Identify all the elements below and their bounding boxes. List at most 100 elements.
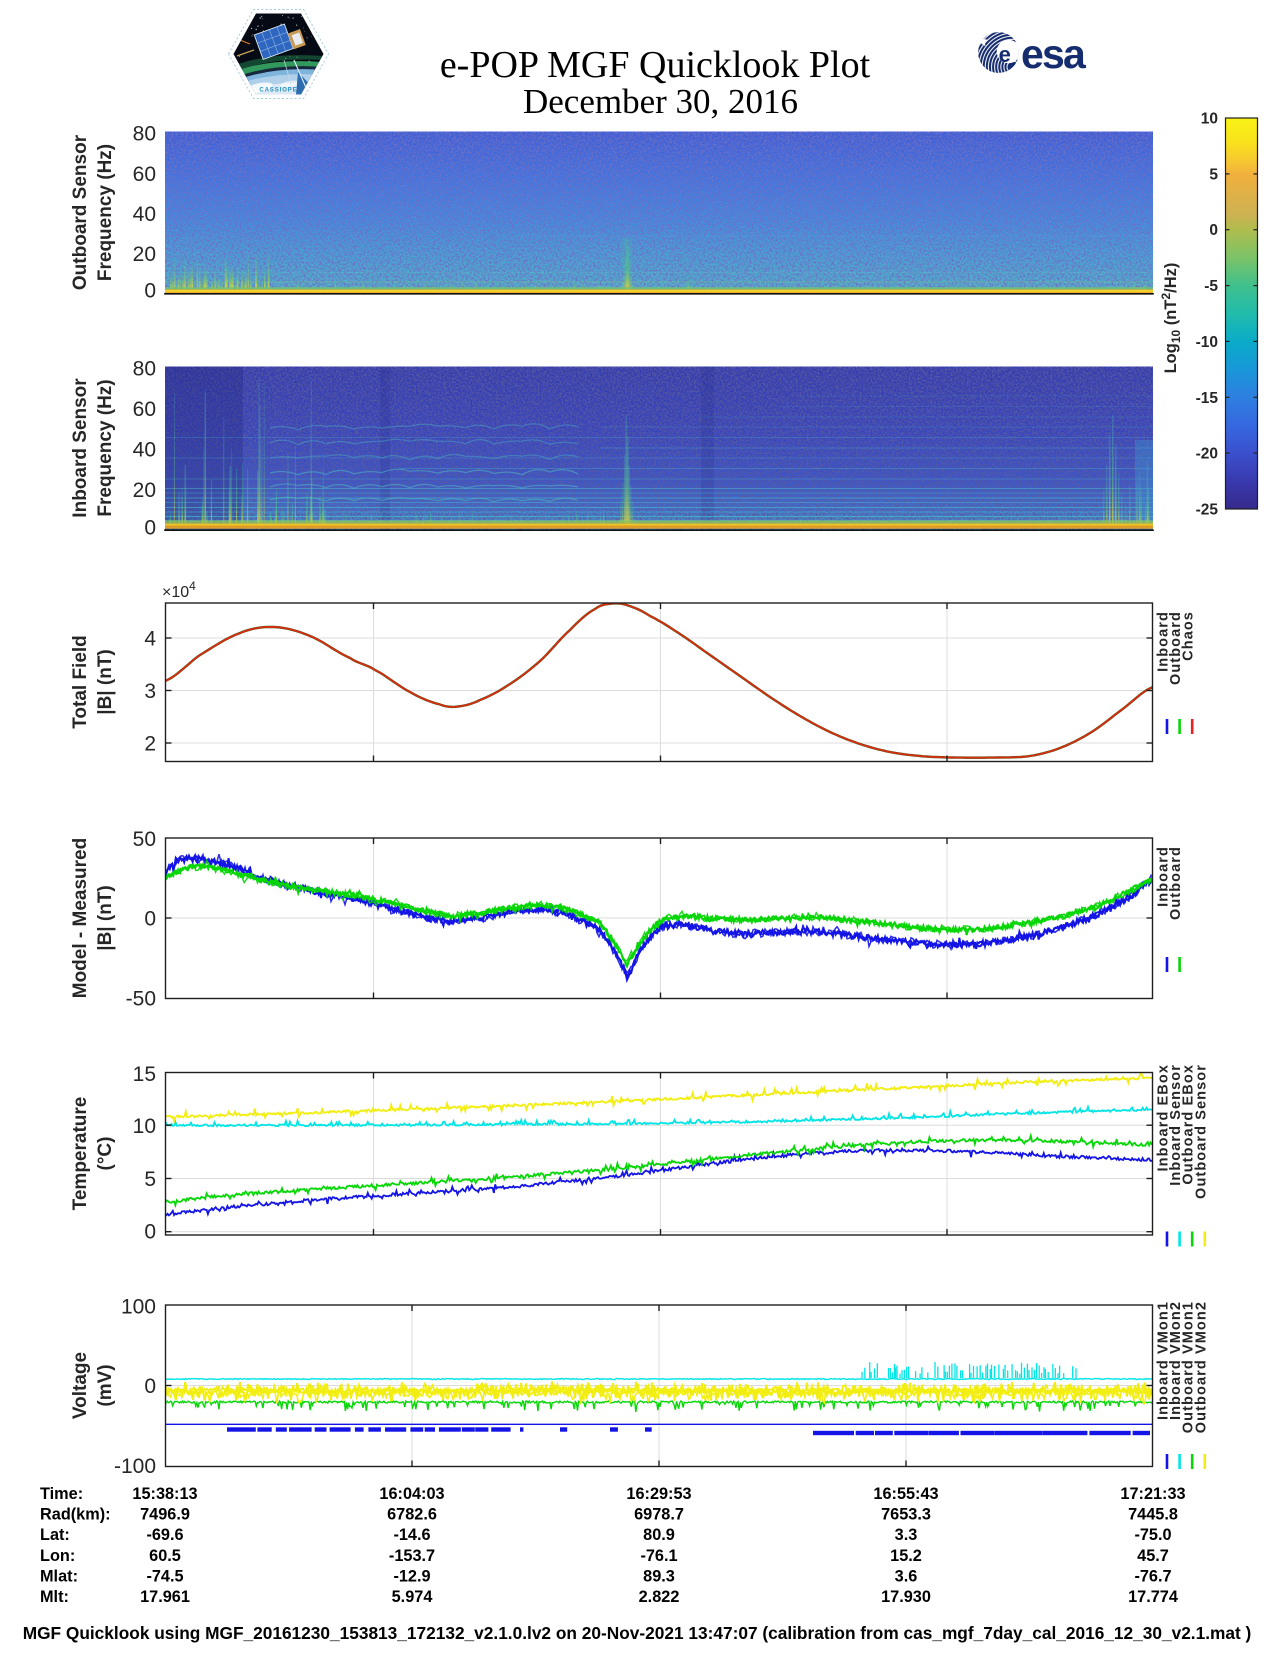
svg-text:0: 0 <box>144 1375 156 1398</box>
svg-text:Rad(km):: Rad(km): <box>40 1506 111 1524</box>
svg-text:80: 80 <box>133 123 156 146</box>
svg-text:20: 20 <box>133 479 156 502</box>
svg-text:Lon:: Lon: <box>40 1547 75 1565</box>
svg-text:7496.9: 7496.9 <box>140 1506 190 1524</box>
svg-text:0: 0 <box>144 280 156 303</box>
svg-text:-69.6: -69.6 <box>146 1526 183 1544</box>
svg-text:(°C): (°C) <box>95 1137 116 1171</box>
svg-text:-15: -15 <box>1196 390 1219 407</box>
svg-text:Inboard: Inboard <box>1156 611 1172 672</box>
svg-text:80: 80 <box>133 358 156 381</box>
svg-text:Inboard Sensor: Inboard Sensor <box>1168 1064 1184 1186</box>
svg-text:3: 3 <box>144 680 156 703</box>
svg-text:Frequency (Hz): Frequency (Hz) <box>95 144 116 281</box>
svg-text:Log10 (nT2/Hz): Log10 (nT2/Hz) <box>1159 263 1183 374</box>
svg-text:Outboard: Outboard <box>1168 846 1184 920</box>
svg-text:10: 10 <box>1201 111 1218 128</box>
svg-text:17:21:33: 17:21:33 <box>1120 1485 1185 1503</box>
svg-text:7445.8: 7445.8 <box>1128 1506 1178 1524</box>
svg-text:(mV): (mV) <box>95 1364 116 1406</box>
svg-text:Frequency (Hz): Frequency (Hz) <box>95 379 116 516</box>
svg-text:Outboard VMon2: Outboard VMon2 <box>1193 1301 1209 1433</box>
svg-text:15:38:13: 15:38:13 <box>132 1485 197 1503</box>
svg-text:17.961: 17.961 <box>140 1588 190 1606</box>
svg-text:Time:: Time: <box>40 1485 83 1503</box>
svg-text:Temperature: Temperature <box>70 1097 91 1211</box>
svg-text:Inboard Sensor: Inboard Sensor <box>70 378 91 518</box>
svg-text:Total Field: Total Field <box>70 635 91 729</box>
svg-text:15.2: 15.2 <box>890 1547 922 1565</box>
svg-text:-25: -25 <box>1196 502 1219 519</box>
svg-text:-100: -100 <box>114 1455 156 1478</box>
svg-text:0: 0 <box>144 1221 156 1244</box>
svg-text:4: 4 <box>144 628 156 651</box>
svg-text:esa: esa <box>1021 31 1087 77</box>
svg-text:5.974: 5.974 <box>392 1588 433 1606</box>
svg-text:60.5: 60.5 <box>149 1547 181 1565</box>
svg-text:-20: -20 <box>1196 446 1218 463</box>
svg-text:40: 40 <box>133 203 156 226</box>
svg-text:45.7: 45.7 <box>1137 1547 1169 1565</box>
svg-text:CASSIOPE: CASSIOPE <box>259 88 297 94</box>
svg-text:-75.0: -75.0 <box>1134 1526 1171 1544</box>
svg-text:50: 50 <box>133 828 156 851</box>
svg-text:40: 40 <box>133 438 156 461</box>
svg-text:-14.6: -14.6 <box>393 1526 430 1544</box>
svg-text:-5: -5 <box>1204 278 1218 295</box>
svg-text:0: 0 <box>144 517 156 540</box>
svg-text:-12.9: -12.9 <box>393 1567 430 1585</box>
svg-text:80.9: 80.9 <box>643 1526 675 1544</box>
svg-text:|B| (nT): |B| (nT) <box>95 885 116 951</box>
svg-text:16:04:03: 16:04:03 <box>379 1485 444 1503</box>
svg-text:e-POP MGF Quicklook Plot: e-POP MGF Quicklook Plot <box>440 44 871 86</box>
svg-text:Voltage: Voltage <box>70 1352 91 1419</box>
svg-text:×104: ×104 <box>162 579 196 601</box>
svg-text:-10: -10 <box>1196 334 1218 351</box>
svg-text:0: 0 <box>144 908 156 931</box>
svg-text:16:55:43: 16:55:43 <box>873 1485 938 1503</box>
svg-text:Outboard EBox: Outboard EBox <box>1181 1064 1197 1185</box>
svg-text:6978.7: 6978.7 <box>634 1506 684 1524</box>
svg-text:-76.1: -76.1 <box>640 1547 677 1565</box>
svg-text:Model - Measured: Model - Measured <box>70 838 91 998</box>
svg-text:|B| (nT): |B| (nT) <box>95 649 116 715</box>
svg-text:Mlat:: Mlat: <box>40 1567 78 1585</box>
svg-text:Outboard Sensor: Outboard Sensor <box>1193 1064 1209 1199</box>
svg-text:2.822: 2.822 <box>639 1588 680 1606</box>
svg-text:Mlt:: Mlt: <box>40 1588 69 1606</box>
svg-text:7653.3: 7653.3 <box>881 1506 931 1524</box>
svg-text:60: 60 <box>133 398 156 421</box>
svg-text:3.3: 3.3 <box>895 1526 918 1544</box>
svg-text:-153.7: -153.7 <box>389 1547 435 1565</box>
svg-text:-76.7: -76.7 <box>1134 1567 1171 1585</box>
svg-text:e: e <box>999 42 1011 67</box>
svg-text:89.3: 89.3 <box>643 1567 675 1585</box>
svg-text:15: 15 <box>133 1063 156 1086</box>
svg-text:-74.5: -74.5 <box>146 1567 183 1585</box>
svg-text:16:29:53: 16:29:53 <box>626 1485 691 1503</box>
svg-text:Chaos: Chaos <box>1181 611 1197 661</box>
svg-text:Lat:: Lat: <box>40 1526 70 1544</box>
svg-text:3.6: 3.6 <box>895 1567 918 1585</box>
svg-text:Outboard Sensor: Outboard Sensor <box>70 134 91 290</box>
svg-text:100: 100 <box>121 1296 156 1319</box>
svg-text:5: 5 <box>1209 166 1218 183</box>
svg-text:December 30, 2016: December 30, 2016 <box>523 82 798 121</box>
svg-text:Inboard VMon2: Inboard VMon2 <box>1168 1301 1184 1420</box>
svg-text:17.774: 17.774 <box>1128 1588 1178 1606</box>
svg-text:6782.6: 6782.6 <box>387 1506 437 1524</box>
svg-text:Outboard: Outboard <box>1168 611 1184 685</box>
svg-text:60: 60 <box>133 163 156 186</box>
svg-text:Outboard VMon1: Outboard VMon1 <box>1181 1301 1197 1433</box>
svg-text:10: 10 <box>133 1115 156 1138</box>
svg-text:20: 20 <box>133 243 156 266</box>
svg-text:2: 2 <box>144 733 156 756</box>
svg-text:MGF Quicklook using MGF_201612: MGF Quicklook using MGF_20161230_153813_… <box>23 1623 1252 1643</box>
svg-text:-50: -50 <box>126 988 156 1011</box>
svg-text:17.930: 17.930 <box>881 1588 931 1606</box>
svg-text:Inboard: Inboard <box>1156 846 1172 907</box>
svg-text:Inboard VMon1: Inboard VMon1 <box>1156 1301 1172 1420</box>
svg-text:Inboard EBox: Inboard EBox <box>1156 1064 1172 1171</box>
svg-text:0: 0 <box>1209 222 1218 239</box>
svg-text:5: 5 <box>144 1168 156 1191</box>
